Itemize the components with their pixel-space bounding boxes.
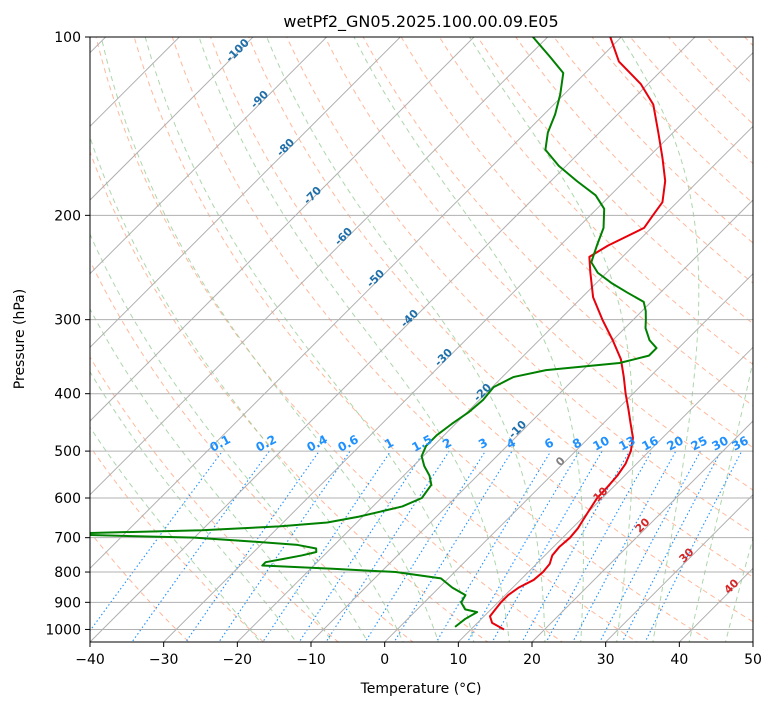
mixing-ratio-label: 16 xyxy=(639,433,660,453)
isotherm-line xyxy=(90,37,696,642)
data-series xyxy=(90,37,667,631)
x-tick-label: 10 xyxy=(449,652,467,668)
isotherm-line xyxy=(90,37,402,349)
x-tick-label: −30 xyxy=(149,652,179,668)
plot-frame xyxy=(89,36,754,643)
x-tick-label: 40 xyxy=(670,652,688,668)
moist-adiabat xyxy=(144,37,475,642)
isotherm-line xyxy=(236,125,753,642)
isotherm-line xyxy=(90,37,475,422)
isotherm-line xyxy=(383,272,753,642)
temperature-profile-line xyxy=(488,37,667,631)
dry-adiabat xyxy=(95,37,564,642)
y-tick-label: 400 xyxy=(54,387,81,403)
x-tick-label: 0 xyxy=(380,652,389,668)
dry-adiabat xyxy=(476,37,753,325)
isotherm-line xyxy=(457,346,753,642)
dry-adiabat xyxy=(171,37,713,642)
y-axis-label: Pressure (hPa) xyxy=(12,289,28,389)
mixing-ratio-label: 36 xyxy=(729,433,750,453)
y-tick-label: 300 xyxy=(54,313,81,329)
mixing-ratio-label: 25 xyxy=(688,433,709,453)
mixing-ratio-label: 13 xyxy=(616,433,637,453)
dry-adiabat xyxy=(90,356,339,642)
mixing-ratio-label: 10 xyxy=(590,433,611,453)
dry-adiabat xyxy=(209,37,753,623)
isotherm-line xyxy=(90,37,549,496)
isotherm-line xyxy=(90,37,623,570)
chart-title: wetPf2_GN05.2025.100.00.09.E05 xyxy=(283,12,558,32)
axes: −40 −30 −20 −10 0 10 20 30 40 50 100 200 300 400 500 60… xyxy=(45,30,762,668)
x-axis-label: Temperature (°C) xyxy=(360,681,482,697)
dry-adiabat xyxy=(133,37,638,642)
dry-adiabat xyxy=(248,37,753,578)
y-tick-label: 200 xyxy=(54,208,81,224)
x-tick-label: 50 xyxy=(744,652,762,668)
grid-lines xyxy=(90,37,753,642)
dry-adiabat xyxy=(90,259,414,642)
y-tick-label: 500 xyxy=(54,444,81,460)
isotherm-line xyxy=(90,37,328,275)
y-tick-label: 800 xyxy=(54,565,81,581)
x-tick-label: 30 xyxy=(597,652,615,668)
moist-adiabat xyxy=(100,37,439,642)
mixing-ratio-label: 30 xyxy=(709,433,730,453)
x-tick-label: 20 xyxy=(523,652,541,668)
x-tick-label: −40 xyxy=(75,652,105,668)
y-tick-label: 1000 xyxy=(45,622,81,638)
dry-adiabat xyxy=(438,37,753,366)
dry-adiabat xyxy=(362,37,753,449)
mixing-ratio-label: 20 xyxy=(664,433,685,453)
x-tick-label: −10 xyxy=(296,652,326,668)
y-tick-label: 900 xyxy=(54,595,81,611)
dry-adiabat xyxy=(90,445,265,642)
isotherm-line xyxy=(531,420,753,642)
y-tick-label: 700 xyxy=(54,531,81,547)
isotherm-line xyxy=(90,37,254,201)
y-tick-label: 100 xyxy=(54,30,81,46)
y-tick-label: 600 xyxy=(54,491,81,507)
isotherm-line xyxy=(310,199,753,642)
dewpoint-profile-line xyxy=(90,37,658,628)
isotherm-line xyxy=(162,51,753,642)
x-tick-label: −20 xyxy=(223,652,253,668)
isotherm-line xyxy=(604,493,753,642)
